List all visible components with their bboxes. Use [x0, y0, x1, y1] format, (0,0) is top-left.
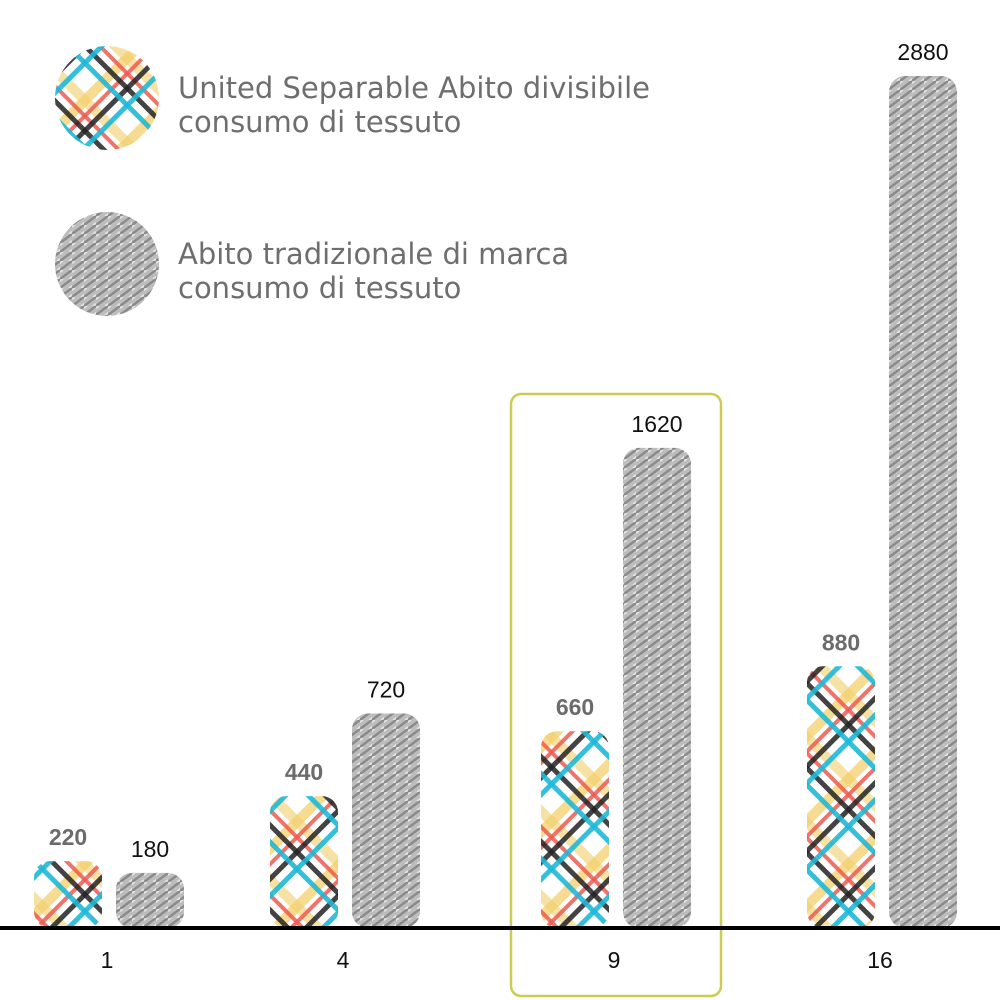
- data-label-series-1-9: 660: [556, 694, 594, 720]
- bar-series-1-9: [541, 731, 609, 928]
- x-tick-label-1: 1: [101, 947, 114, 973]
- bar-series-2-16: [889, 76, 957, 928]
- data-label-series-2-16: 2880: [897, 39, 948, 65]
- legend-line: United Separable Abito divisibile: [178, 71, 650, 105]
- x-tick-label-4: 4: [337, 947, 350, 973]
- bar-series-2-1: [116, 872, 184, 928]
- chart-legend: United Separable Abito divisibile consum…: [55, 46, 659, 316]
- legend-swatch-series-1: [55, 46, 159, 150]
- highlight-layer: [509, 392, 723, 998]
- bar-series-1-1: [34, 861, 102, 928]
- legend-swatch-series-2: [55, 212, 159, 316]
- bar-series-2-4: [352, 713, 420, 928]
- legend-label-series-1: United Separable Abito divisibile consum…: [178, 71, 659, 139]
- bars-layer: [34, 76, 957, 928]
- data-label-series-1-1: 220: [49, 824, 87, 850]
- data-label-series-2-9: 1620: [631, 411, 682, 437]
- legend-label-series-2: Abito tradizionale di marca consumo di t…: [178, 237, 578, 305]
- x-axis-ticks: 1 4 9 16: [101, 947, 893, 973]
- bar-series-1-16: [807, 666, 875, 928]
- data-label-series-1-4: 440: [285, 759, 323, 785]
- highlight-box: [509, 392, 723, 998]
- bar-series-1-4: [270, 796, 338, 928]
- data-label-series-2-1: 180: [131, 836, 169, 862]
- legend-line: consumo di tessuto: [178, 105, 461, 139]
- data-label-series-1-16: 880: [822, 629, 860, 655]
- x-tick-label-16: 16: [867, 947, 893, 973]
- x-tick-label-9: 9: [608, 947, 621, 973]
- legend-line: Abito tradizionale di marca: [178, 237, 569, 271]
- bar-series-2-9: [623, 447, 691, 928]
- legend-line: consumo di tessuto: [178, 271, 461, 305]
- value-labels-layer: 220 180 440 720 660 1620 880 2880: [49, 39, 949, 862]
- data-label-series-2-4: 720: [367, 677, 405, 703]
